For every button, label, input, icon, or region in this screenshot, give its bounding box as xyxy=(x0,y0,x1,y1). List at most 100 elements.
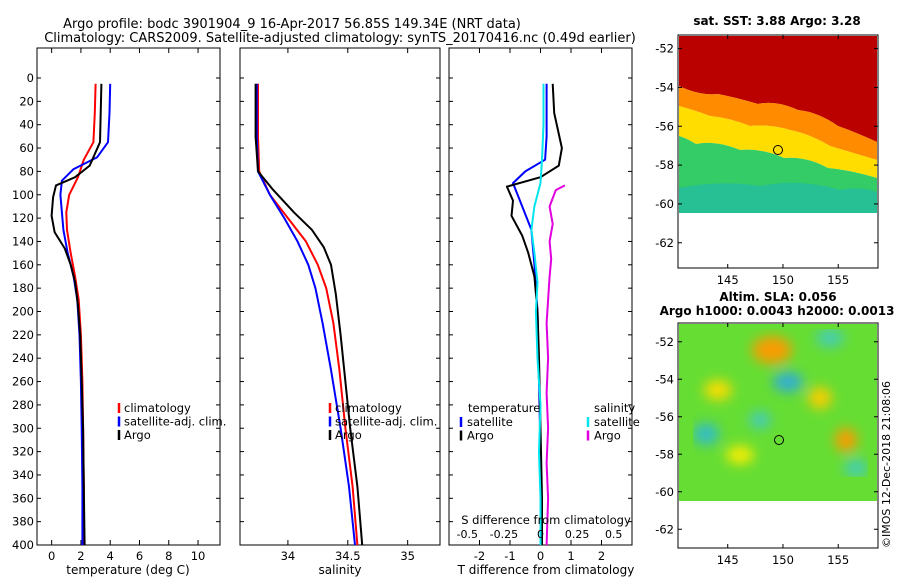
y-tick-label: 140 xyxy=(12,234,34,248)
difference-xlabel: T difference from climatology xyxy=(457,563,635,577)
series-line xyxy=(254,83,364,545)
y-tick-label: 60 xyxy=(19,141,34,155)
y-tick-label: 280 xyxy=(12,398,34,412)
y-tick-label: 260 xyxy=(12,375,34,389)
map-y-tick-label: -62 xyxy=(655,236,674,250)
sla-blob-low xyxy=(749,411,771,429)
difference-panel: -2 -1 0 1 2 temperature salinitysatelliteArgo… xyxy=(448,47,640,577)
map-x-tick-label: 155 xyxy=(827,553,849,567)
legend-label: satellite xyxy=(467,415,513,429)
header-line2: Climatology: CARS2009. Satellite-adjuste… xyxy=(44,31,636,46)
temperature-plot-area xyxy=(36,47,221,546)
x-tick-label: 1 xyxy=(567,549,574,563)
map-x-tick-label: 145 xyxy=(717,553,739,567)
map-y-tick-label: -60 xyxy=(655,197,674,211)
y-tick-label: 80 xyxy=(19,164,34,178)
y-tick-label: 220 xyxy=(12,328,34,342)
temperature-xlabel: temperature (deg C) xyxy=(66,563,189,577)
y-tick-label: 100 xyxy=(12,188,34,202)
sst-no-data-region xyxy=(679,213,877,267)
y-tick-label: 160 xyxy=(12,258,34,272)
series-line xyxy=(545,184,566,545)
map-y-tick-label: -52 xyxy=(655,335,674,349)
sla-blobs xyxy=(693,329,868,477)
x-tick-label: 8 xyxy=(165,549,172,563)
legend-label: satellite-adj. clim. xyxy=(124,415,226,429)
sla-map-title: Altim. SLA: 0.056 xyxy=(719,290,836,304)
sla-blob-low xyxy=(816,329,844,347)
legend-label: satellite xyxy=(594,415,640,429)
x-tick-label: 0 xyxy=(48,549,55,563)
map-x-tick-label: 155 xyxy=(827,273,849,287)
legend-title: temperature xyxy=(468,401,540,415)
x-tick-label: 2 xyxy=(77,549,84,563)
legend-label: Argo xyxy=(124,428,151,442)
x-tick-label: 0 xyxy=(537,549,544,563)
x-tick-label: 35 xyxy=(400,549,415,563)
map-y-tick-label: -62 xyxy=(655,522,674,536)
map-y-tick-label: -56 xyxy=(655,410,674,424)
x-tick-label: -2 xyxy=(474,549,485,563)
x2-tick-label: 0.25 xyxy=(565,528,590,541)
sst-warm-region xyxy=(679,36,877,142)
legend-label: climatology xyxy=(124,401,191,415)
sla-blob-high xyxy=(704,380,732,400)
y-tick-label: 0 xyxy=(27,71,34,85)
salinity-xlabel: salinity xyxy=(318,563,361,577)
sla-blob-high xyxy=(726,446,754,464)
sst-map: sat. SST: 3.88 Argo: 3.28 -52 -54 -56 -58 -6… xyxy=(655,14,879,287)
sla-blob-high xyxy=(808,387,832,409)
x2-tick-label: 0 xyxy=(537,528,544,541)
map-y-tick-label: -52 xyxy=(655,42,674,56)
map-y-tick-label: -54 xyxy=(655,372,674,386)
salinity-plot-area xyxy=(239,47,441,546)
map-x-tick-label: 145 xyxy=(717,273,739,287)
y-tick-label: 180 xyxy=(12,281,34,295)
sla-no-data-region xyxy=(679,501,877,547)
legend-label: climatology xyxy=(335,401,402,415)
sst-argo-marker xyxy=(773,145,783,155)
x-tick-label: 2 xyxy=(598,549,605,563)
header-line1: Argo profile: bodc 3901904_9 16-Apr-2017… xyxy=(63,17,521,32)
y-tick-label: 400 xyxy=(12,538,34,552)
map-y-tick-label: -56 xyxy=(655,119,674,133)
y-tick-label: 40 xyxy=(19,118,34,132)
sla-blob-low xyxy=(844,459,868,477)
y-tick-label: 200 xyxy=(12,305,34,319)
x-tick-label: 4 xyxy=(107,549,114,563)
y-tick-label: 320 xyxy=(12,445,34,459)
x-tick-label: 34.5 xyxy=(335,549,361,563)
legend-label: Argo xyxy=(467,429,494,443)
temperature-panel: 0204060801001201401601802002202402602803… xyxy=(12,47,226,577)
map-y-tick-label: -58 xyxy=(655,158,674,172)
sla-map: Altim. SLA: 0.056 Argo h1000: 0.0043 h20… xyxy=(655,290,894,567)
legend-label: Argo xyxy=(335,428,362,442)
series-line xyxy=(50,83,103,545)
legend-title: salinity xyxy=(594,401,635,415)
sla-blob-low xyxy=(693,423,719,445)
x-tick-label: -1 xyxy=(504,549,515,563)
x-tick-label: 34 xyxy=(281,549,296,563)
legend-label: satellite-adj. clim. xyxy=(335,415,437,429)
y-tick-label: 240 xyxy=(12,351,34,365)
x2-tick-label: -0.25 xyxy=(490,528,518,541)
y-tick-label: 340 xyxy=(12,468,34,482)
map-y-tick-label: -54 xyxy=(655,80,674,94)
map-x-tick-label: 150 xyxy=(772,553,794,567)
sla-blob-low xyxy=(773,372,803,392)
watermark: ©IMOS 12-Dec-2018 21:08:06 xyxy=(880,381,893,548)
y-tick-label: 360 xyxy=(12,491,34,505)
y-tick-label: 300 xyxy=(12,421,34,435)
sst-map-title: sat. SST: 3.88 Argo: 3.28 xyxy=(693,14,860,28)
sst-orange-band xyxy=(679,86,877,160)
map-x-tick-label: 150 xyxy=(772,273,794,287)
x-tick-label: 6 xyxy=(136,549,143,563)
x2-tick-label: 0.5 xyxy=(605,528,623,541)
sla-blob-high xyxy=(835,428,857,452)
map-y-tick-label: -58 xyxy=(655,447,674,461)
legend-label: Argo xyxy=(594,429,621,443)
sla-blob-high xyxy=(752,336,792,364)
sla-argo-marker xyxy=(774,435,784,445)
